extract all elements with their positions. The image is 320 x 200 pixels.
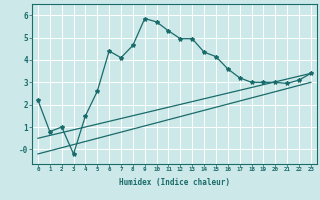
X-axis label: Humidex (Indice chaleur): Humidex (Indice chaleur) (119, 178, 230, 187)
